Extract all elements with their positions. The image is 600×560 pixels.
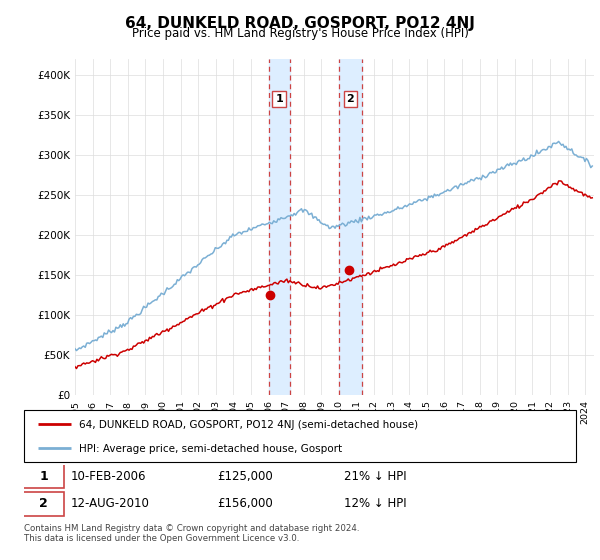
Text: 10-FEB-2006: 10-FEB-2006	[71, 470, 146, 483]
FancyBboxPatch shape	[24, 410, 576, 462]
Text: 1: 1	[39, 470, 48, 483]
FancyBboxPatch shape	[23, 464, 64, 488]
Text: Contains HM Land Registry data © Crown copyright and database right 2024.
This d: Contains HM Land Registry data © Crown c…	[24, 524, 359, 543]
Text: 12% ↓ HPI: 12% ↓ HPI	[344, 497, 407, 510]
Text: £125,000: £125,000	[217, 470, 273, 483]
Text: 64, DUNKELD ROAD, GOSPORT, PO12 4NJ (semi-detached house): 64, DUNKELD ROAD, GOSPORT, PO12 4NJ (sem…	[79, 421, 418, 431]
Text: 2: 2	[39, 497, 48, 510]
Text: 21% ↓ HPI: 21% ↓ HPI	[344, 470, 407, 483]
Text: Price paid vs. HM Land Registry's House Price Index (HPI): Price paid vs. HM Land Registry's House …	[131, 27, 469, 40]
Text: 64, DUNKELD ROAD, GOSPORT, PO12 4NJ: 64, DUNKELD ROAD, GOSPORT, PO12 4NJ	[125, 16, 475, 31]
Text: 1: 1	[275, 94, 283, 104]
Text: 12-AUG-2010: 12-AUG-2010	[71, 497, 150, 510]
FancyBboxPatch shape	[23, 492, 64, 516]
Text: £156,000: £156,000	[217, 497, 273, 510]
Bar	[269, 59, 290, 395]
Text: 2: 2	[346, 94, 354, 104]
Text: HPI: Average price, semi-detached house, Gosport: HPI: Average price, semi-detached house,…	[79, 444, 343, 454]
Bar	[339, 59, 362, 395]
